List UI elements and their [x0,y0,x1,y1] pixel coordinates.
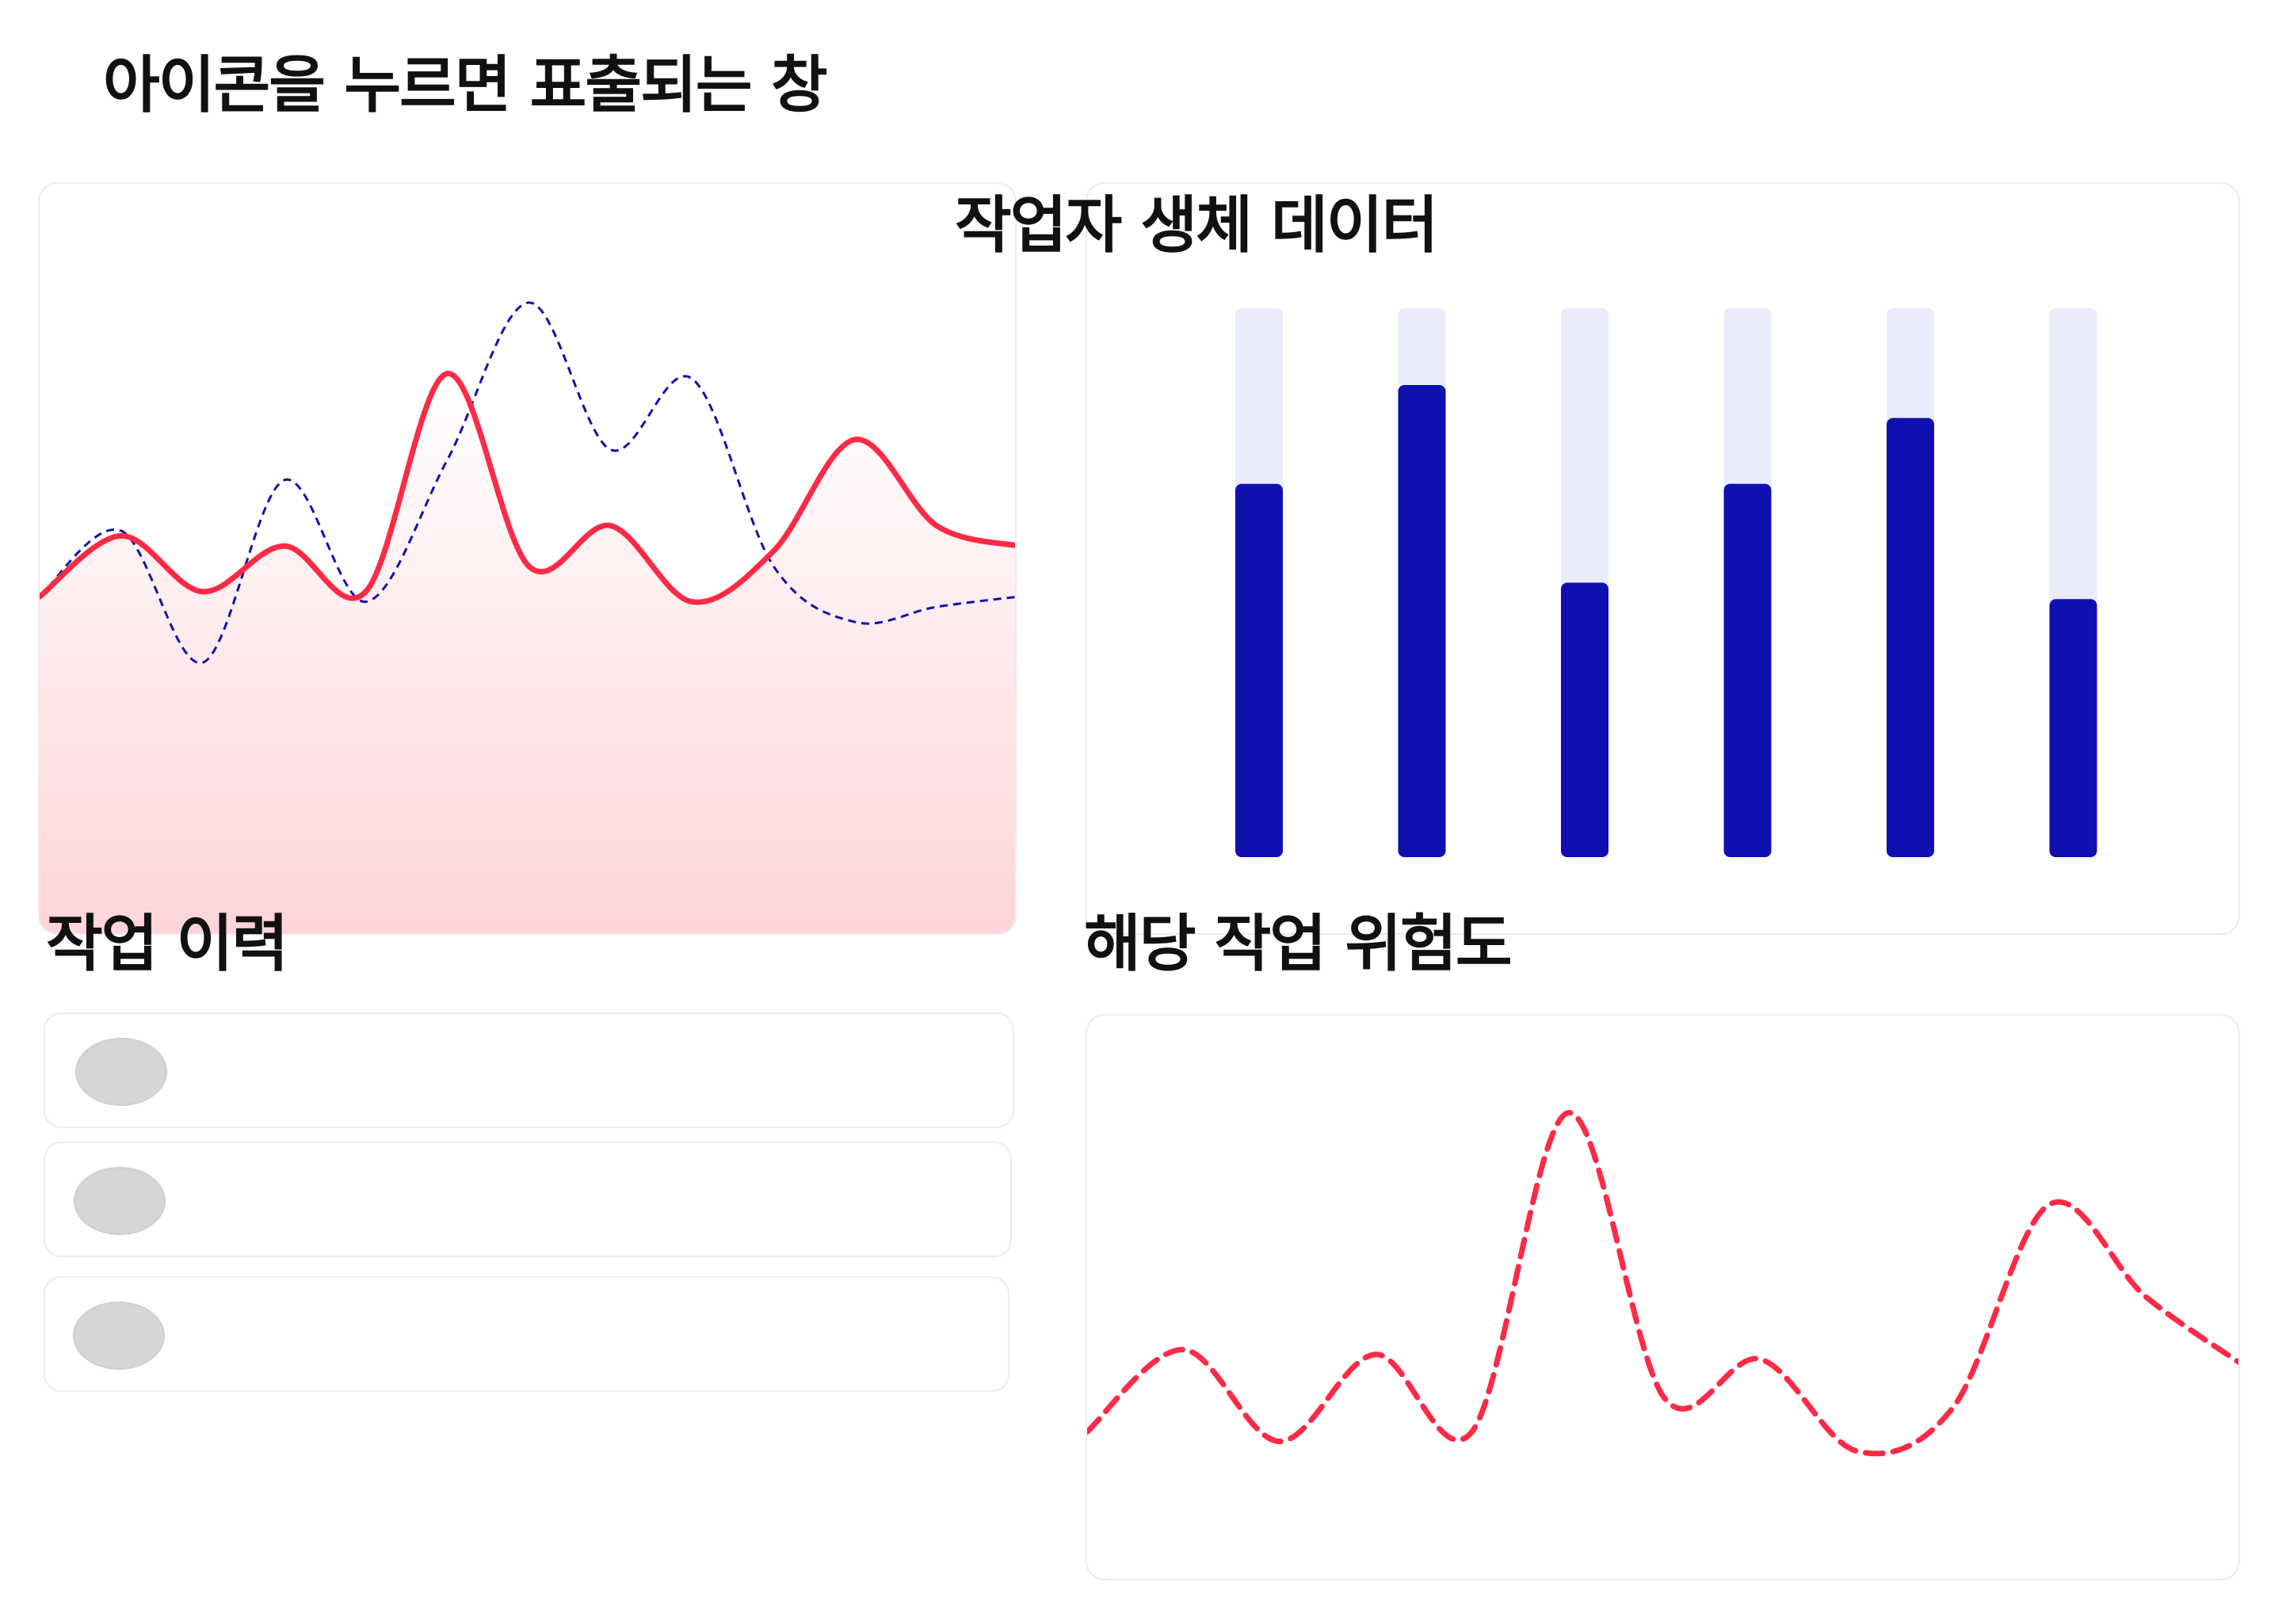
biometric-bar-chart [1235,308,2097,857]
avatar-placeholder-icon [74,1167,166,1235]
risk-chart-card [1086,1014,2240,1580]
bar-2 [1398,385,1446,857]
bar-6 [2049,599,2097,857]
bar-3 [1561,582,1608,857]
red-series-area [40,373,1015,933]
blue-dashed-series-line [40,301,1015,664]
history-list-item-1[interactable] [44,1012,1014,1128]
page-title: 아이콘을 누르면 표출되는 창 [103,50,828,121]
history-list-item-2[interactable] [44,1142,1012,1257]
red-solid-series-line [40,371,1015,605]
biometric-data-title: 작업자 생체 데이터 [955,190,1438,261]
bar-4 [1723,483,1772,857]
avatar-placeholder-icon [75,1038,167,1106]
avatar-placeholder-icon [73,1302,165,1370]
risk-line-chart [1087,1110,2238,1457]
biometric-bar-chart-card [1086,182,2240,935]
bar-1 [1235,483,1283,857]
work-history-title: 작업 이력 [46,909,288,980]
biometric-line-chart [40,301,1015,933]
risk-dashed-series-line [1087,1110,2238,1457]
work-risk-title: 해당 작업 위험도 [1084,909,1513,980]
bar-5 [1887,417,1934,857]
biometric-line-chart-card [38,182,1017,935]
history-list-item-3[interactable] [44,1276,1009,1392]
